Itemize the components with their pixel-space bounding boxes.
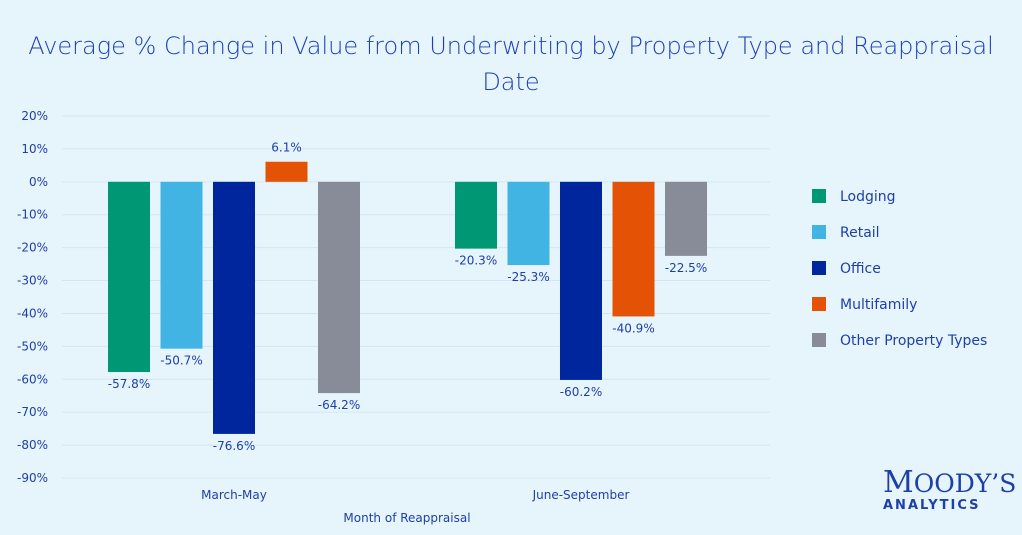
legend-label: Lodging xyxy=(840,189,896,205)
legend-label: Multifamily xyxy=(840,297,917,313)
legend-label: Office xyxy=(840,261,881,277)
y-tick-label: 20% xyxy=(21,109,48,123)
legend-label: Retail xyxy=(840,225,880,241)
legend-swatch xyxy=(812,189,826,203)
data-label: -60.2% xyxy=(560,385,602,399)
bar-office xyxy=(213,181,255,434)
bar-multifamily xyxy=(612,181,655,317)
legend-label: Other Property Types xyxy=(840,333,987,349)
legend-swatch xyxy=(812,333,826,347)
logo-wordmark: MOODY’S xyxy=(883,465,1017,500)
bar-multifamily xyxy=(265,161,308,182)
y-tick-label: -20% xyxy=(17,241,48,255)
y-tick-label: 0% xyxy=(29,175,48,189)
bar-office xyxy=(560,181,602,380)
data-label: -50.7% xyxy=(160,354,202,368)
chart-title-text: Average % Change in Value from Underwrit… xyxy=(28,32,994,96)
data-label: 6.1% xyxy=(271,141,302,155)
y-tick-label: -40% xyxy=(17,306,48,320)
moodys-analytics-logo: MOODY’S ANALYTICS xyxy=(883,465,1017,515)
y-tick-label: -70% xyxy=(17,405,48,419)
logo-subtitle: ANALYTICS xyxy=(883,498,981,513)
data-label: -40.9% xyxy=(612,321,654,335)
y-tick-label: -50% xyxy=(17,339,48,353)
data-label: -20.3% xyxy=(455,254,497,268)
bar-retail xyxy=(507,181,550,266)
x-tick-label: March-May xyxy=(201,488,267,502)
data-label: -25.3% xyxy=(507,270,549,284)
legend-swatch xyxy=(812,225,826,239)
bar-retail xyxy=(160,181,203,349)
data-label: -57.8% xyxy=(108,377,150,391)
chart-title: Average % Change in Value from Underwrit… xyxy=(0,28,1022,100)
y-tick-label: -80% xyxy=(17,438,48,452)
y-tick-label: -10% xyxy=(17,208,48,222)
data-label: -64.2% xyxy=(318,398,360,412)
y-tick-label: 10% xyxy=(21,142,48,156)
bar-other-property-types xyxy=(665,181,707,256)
data-label: -22.5% xyxy=(665,261,707,275)
legend-swatch xyxy=(812,261,826,275)
bar-lodging xyxy=(455,181,497,249)
x-axis-label: Month of Reappraisal xyxy=(343,511,470,525)
bar-lodging xyxy=(108,181,150,373)
legend-swatch xyxy=(812,297,826,311)
x-tick-label: June-September xyxy=(532,488,630,502)
y-tick-label: -30% xyxy=(17,274,48,288)
bar-other-property-types xyxy=(318,181,360,394)
y-tick-label: -90% xyxy=(17,471,48,485)
y-tick-label: -60% xyxy=(17,372,48,386)
data-label: -76.6% xyxy=(213,439,255,453)
